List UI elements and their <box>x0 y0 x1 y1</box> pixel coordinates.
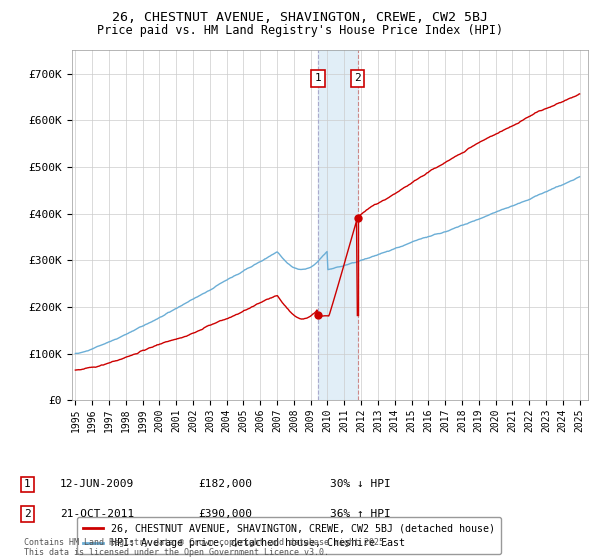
Text: 36% ↑ HPI: 36% ↑ HPI <box>330 509 391 519</box>
Text: 21-OCT-2011: 21-OCT-2011 <box>60 509 134 519</box>
Text: 26, CHESTNUT AVENUE, SHAVINGTON, CREWE, CW2 5BJ: 26, CHESTNUT AVENUE, SHAVINGTON, CREWE, … <box>112 11 488 24</box>
Text: 1: 1 <box>314 73 322 83</box>
Text: 12-JUN-2009: 12-JUN-2009 <box>60 479 134 489</box>
Text: £390,000: £390,000 <box>198 509 252 519</box>
Text: 1: 1 <box>24 479 31 489</box>
Text: 2: 2 <box>24 509 31 519</box>
Legend: 26, CHESTNUT AVENUE, SHAVINGTON, CREWE, CW2 5BJ (detached house), HPI: Average p: 26, CHESTNUT AVENUE, SHAVINGTON, CREWE, … <box>77 517 501 554</box>
Bar <box>318 50 358 400</box>
Text: Contains HM Land Registry data © Crown copyright and database right 2025.
This d: Contains HM Land Registry data © Crown c… <box>24 538 389 557</box>
Text: £182,000: £182,000 <box>198 479 252 489</box>
Text: Price paid vs. HM Land Registry's House Price Index (HPI): Price paid vs. HM Land Registry's House … <box>97 24 503 36</box>
Text: 30% ↓ HPI: 30% ↓ HPI <box>330 479 391 489</box>
Text: 2: 2 <box>355 73 361 83</box>
